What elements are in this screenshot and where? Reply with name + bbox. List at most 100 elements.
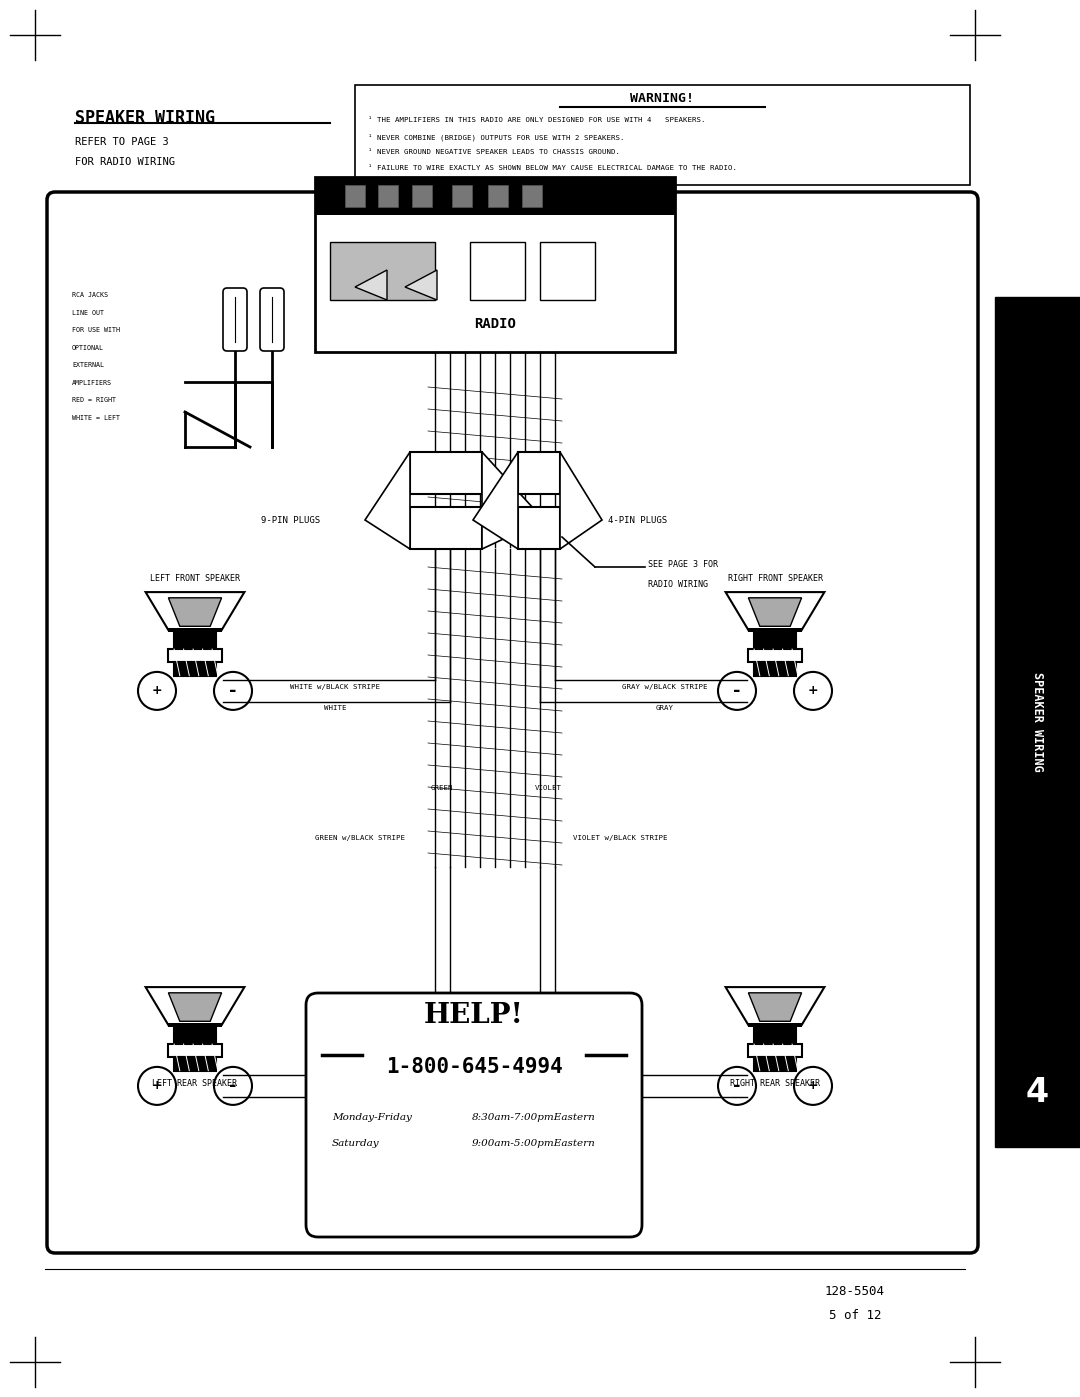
Text: 1-800-645-4994: 1-800-645-4994 bbox=[386, 1058, 563, 1077]
Bar bbox=[518, 507, 561, 549]
Text: 9:00am-5:00pmEastern: 9:00am-5:00pmEastern bbox=[472, 1139, 596, 1148]
Text: RIGHT REAR SPEAKER: RIGHT REAR SPEAKER bbox=[730, 1080, 820, 1088]
Bar bbox=[748, 629, 801, 631]
Bar bbox=[174, 630, 216, 650]
Text: GRAY: GRAY bbox=[656, 705, 674, 711]
Bar bbox=[995, 298, 1080, 1147]
Polygon shape bbox=[355, 270, 387, 300]
Bar bbox=[345, 184, 365, 207]
Text: 5 of 12: 5 of 12 bbox=[828, 1309, 881, 1322]
Bar bbox=[410, 453, 482, 495]
Bar bbox=[754, 662, 796, 676]
Text: LEFT FRONT SPEAKER: LEFT FRONT SPEAKER bbox=[150, 574, 240, 583]
Text: AMPLIFIERS: AMPLIFIERS bbox=[72, 380, 112, 386]
Text: VIOLET w/BLACK STRIPE: VIOLET w/BLACK STRIPE bbox=[572, 835, 667, 841]
FancyBboxPatch shape bbox=[260, 288, 284, 351]
Text: Monday-Friday: Monday-Friday bbox=[332, 1113, 411, 1122]
Polygon shape bbox=[365, 453, 410, 549]
Bar bbox=[174, 1025, 216, 1044]
Text: EXTERNAL: EXTERNAL bbox=[72, 362, 104, 367]
Text: RADIO: RADIO bbox=[474, 317, 516, 331]
Polygon shape bbox=[726, 592, 824, 630]
Bar bbox=[754, 1025, 796, 1044]
Polygon shape bbox=[405, 270, 437, 300]
Text: HELP!: HELP! bbox=[424, 1002, 524, 1030]
Text: +: + bbox=[808, 1080, 819, 1092]
Bar bbox=[488, 184, 508, 207]
Text: RED = RIGHT: RED = RIGHT bbox=[72, 397, 116, 402]
Text: REFER TO PAGE 3: REFER TO PAGE 3 bbox=[75, 137, 168, 147]
Text: -: - bbox=[733, 682, 741, 700]
Text: -: - bbox=[733, 1077, 741, 1095]
Text: GRAY w/BLACK STRIPE: GRAY w/BLACK STRIPE bbox=[622, 683, 707, 690]
Text: WHITE w/BLACK STRIPE: WHITE w/BLACK STRIPE bbox=[291, 683, 380, 690]
Bar bbox=[754, 1058, 796, 1070]
Text: +: + bbox=[151, 685, 162, 697]
Bar bbox=[453, 184, 472, 207]
Text: WARNING!: WARNING! bbox=[630, 92, 694, 105]
Bar bbox=[168, 1044, 221, 1058]
Text: FOR RADIO WIRING: FOR RADIO WIRING bbox=[75, 156, 175, 168]
Text: OPTIONAL: OPTIONAL bbox=[72, 345, 104, 351]
Bar bbox=[168, 1023, 221, 1027]
Text: ¹ FAILURE TO WIRE EXACTLY AS SHOWN BELOW MAY CAUSE ELECTRICAL DAMAGE TO THE RADI: ¹ FAILURE TO WIRE EXACTLY AS SHOWN BELOW… bbox=[368, 165, 737, 170]
Text: FOR USE WITH: FOR USE WITH bbox=[72, 327, 120, 332]
Polygon shape bbox=[748, 598, 801, 626]
Polygon shape bbox=[146, 592, 244, 630]
Bar bbox=[174, 662, 216, 676]
Bar bbox=[748, 1044, 801, 1058]
Polygon shape bbox=[482, 453, 544, 549]
Polygon shape bbox=[748, 993, 801, 1021]
Text: -: - bbox=[229, 1077, 237, 1095]
Text: SPEAKER WIRING: SPEAKER WIRING bbox=[1031, 672, 1044, 773]
FancyBboxPatch shape bbox=[306, 993, 642, 1236]
Text: VIOLET: VIOLET bbox=[535, 785, 562, 791]
Bar bbox=[330, 242, 435, 300]
Text: GREEN: GREEN bbox=[431, 785, 454, 791]
Text: -: - bbox=[229, 682, 237, 700]
Polygon shape bbox=[146, 988, 244, 1025]
Text: 9-PIN PLUGS: 9-PIN PLUGS bbox=[261, 515, 320, 524]
Bar bbox=[168, 650, 221, 662]
Polygon shape bbox=[168, 993, 221, 1021]
Bar bbox=[748, 1023, 801, 1027]
Text: RIGHT FRONT SPEAKER: RIGHT FRONT SPEAKER bbox=[728, 574, 823, 583]
FancyBboxPatch shape bbox=[222, 288, 247, 351]
Text: SPEAKER WIRING: SPEAKER WIRING bbox=[75, 109, 215, 127]
Text: WHITE: WHITE bbox=[324, 705, 347, 711]
FancyBboxPatch shape bbox=[48, 191, 978, 1253]
Text: 8:30am-7:00pmEastern: 8:30am-7:00pmEastern bbox=[472, 1113, 596, 1122]
Bar bbox=[355, 85, 970, 184]
Text: WHITE = LEFT: WHITE = LEFT bbox=[72, 415, 120, 420]
Text: RADIO WIRING: RADIO WIRING bbox=[648, 580, 708, 590]
Bar bbox=[378, 184, 399, 207]
Bar bbox=[315, 177, 675, 352]
Text: 128-5504: 128-5504 bbox=[825, 1285, 885, 1298]
Text: 4-PIN PLUGS: 4-PIN PLUGS bbox=[608, 515, 667, 524]
Polygon shape bbox=[168, 598, 221, 626]
Text: SEE PAGE 3 FOR: SEE PAGE 3 FOR bbox=[648, 560, 718, 569]
Text: ¹ NEVER COMBINE (BRIDGE) OUTPUTS FOR USE WITH 2 SPEAKERS.: ¹ NEVER COMBINE (BRIDGE) OUTPUTS FOR USE… bbox=[368, 133, 624, 141]
Bar bbox=[174, 1058, 216, 1070]
Text: GREEN w/BLACK STRIPE: GREEN w/BLACK STRIPE bbox=[315, 835, 405, 841]
Text: LINE OUT: LINE OUT bbox=[72, 310, 104, 316]
Polygon shape bbox=[473, 453, 518, 549]
Polygon shape bbox=[561, 453, 602, 549]
Text: LEFT REAR SPEAKER: LEFT REAR SPEAKER bbox=[152, 1080, 238, 1088]
Bar bbox=[754, 630, 796, 650]
Bar bbox=[540, 242, 595, 300]
Text: ¹ THE AMPLIFIERS IN THIS RADIO ARE ONLY DESIGNED FOR USE WITH 4   SPEAKERS.: ¹ THE AMPLIFIERS IN THIS RADIO ARE ONLY … bbox=[368, 117, 705, 123]
Bar bbox=[411, 184, 432, 207]
Text: Saturday: Saturday bbox=[332, 1139, 380, 1148]
Text: 4: 4 bbox=[1026, 1076, 1049, 1108]
Bar bbox=[315, 177, 675, 215]
Bar bbox=[518, 453, 561, 495]
Polygon shape bbox=[726, 988, 824, 1025]
Bar bbox=[522, 184, 542, 207]
Bar bbox=[470, 242, 525, 300]
Text: +: + bbox=[151, 1080, 162, 1092]
Text: ¹ NEVER GROUND NEGATIVE SPEAKER LEADS TO CHASSIS GROUND.: ¹ NEVER GROUND NEGATIVE SPEAKER LEADS TO… bbox=[368, 149, 620, 155]
Bar bbox=[410, 507, 482, 549]
Text: RCA JACKS: RCA JACKS bbox=[72, 292, 108, 298]
Bar bbox=[748, 650, 801, 662]
